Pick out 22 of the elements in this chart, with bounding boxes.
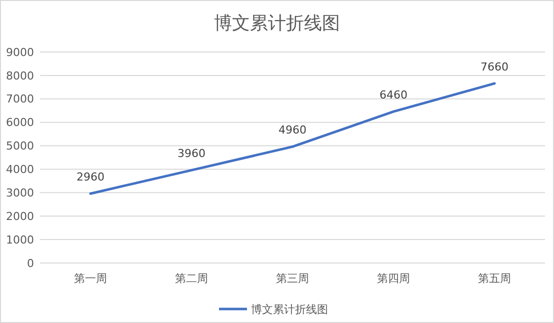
y-tick-label: 6000 [6, 116, 34, 130]
y-tick-label: 0 [27, 256, 34, 270]
y-tick-label: 9000 [6, 46, 34, 59]
y-tick-label: 4000 [6, 163, 34, 176]
data-label: 7660 [480, 60, 508, 74]
y-tick-label: 7000 [6, 92, 34, 106]
y-tick-label: 3000 [6, 186, 34, 200]
data-label: 6460 [380, 88, 408, 102]
data-label: 2960 [76, 170, 104, 184]
x-tick-label: 第二周 [175, 272, 208, 285]
y-tick-label: 2000 [6, 210, 34, 223]
legend-label: 博文累计折线图 [251, 302, 328, 316]
x-tick-label: 第四周 [377, 272, 410, 285]
x-tick-label: 第三周 [276, 272, 309, 285]
y-tick-label: 1000 [6, 233, 34, 246]
x-tick-label: 第五周 [478, 272, 511, 285]
chart-title: 博文累计折线图 [214, 13, 340, 34]
y-tick-label: 8000 [6, 69, 34, 82]
x-tick-label: 第一周 [74, 272, 107, 285]
data-label: 4960 [278, 124, 306, 137]
y-tick-label: 5000 [6, 140, 34, 153]
data-label: 3960 [178, 147, 206, 160]
